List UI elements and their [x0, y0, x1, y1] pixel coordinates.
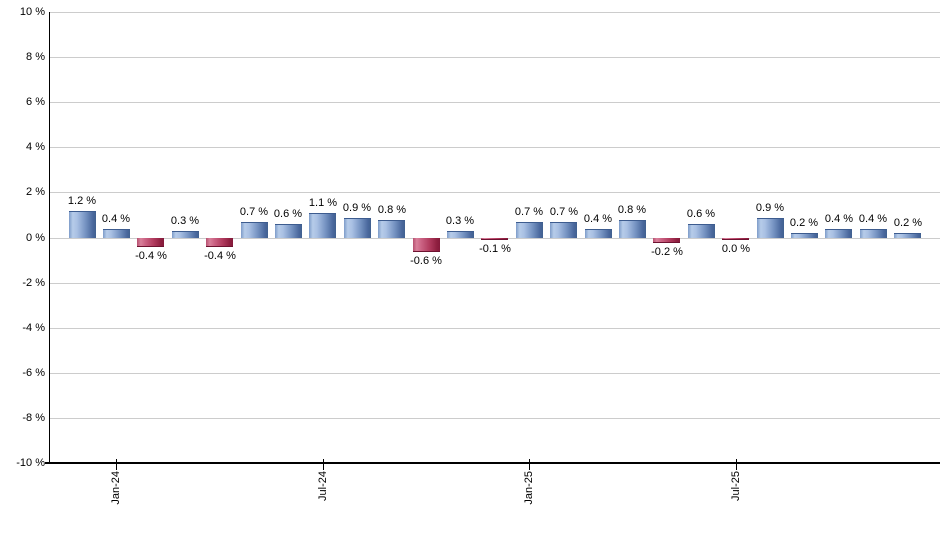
- bar: [516, 222, 543, 238]
- bar-value-label: 0.4 %: [583, 213, 613, 225]
- gridline: [50, 192, 940, 193]
- y-tick-label: -10 %: [16, 457, 45, 469]
- bar: [275, 224, 302, 238]
- bar: [860, 229, 887, 238]
- bar: [344, 218, 371, 238]
- y-tick-label: 0 %: [26, 232, 45, 244]
- bar-value-label: 0.4 %: [101, 213, 131, 225]
- gridline: [50, 373, 940, 374]
- y-tick-label: -2 %: [22, 277, 45, 289]
- bar-value-label: 0.3 %: [445, 215, 475, 227]
- bar: [172, 231, 199, 238]
- bar: [241, 222, 268, 238]
- bar-value-label: 0.4 %: [824, 213, 854, 225]
- bar: [825, 229, 852, 238]
- gridline: [50, 12, 940, 13]
- bar-value-label: 0.7 %: [239, 206, 269, 218]
- bar-value-label: -0.4 %: [135, 250, 167, 262]
- y-tick-label: 2 %: [26, 186, 45, 198]
- bar-value-label: 0.6 %: [273, 208, 303, 220]
- bar: [550, 222, 577, 238]
- bar-value-label: -0.1 %: [479, 243, 511, 255]
- y-axis-line: [49, 12, 50, 463]
- bar-value-label: 0.6 %: [686, 208, 716, 220]
- bar: [757, 218, 784, 238]
- gridline: [50, 102, 940, 103]
- gridline: [50, 147, 940, 148]
- bar: [206, 238, 233, 247]
- bar-value-label: -0.4 %: [204, 250, 236, 262]
- y-tick-label: 6 %: [26, 96, 45, 108]
- bar-value-label: 0.9 %: [755, 202, 785, 214]
- bar-value-label: 0.2 %: [893, 217, 923, 229]
- bar: [413, 238, 440, 252]
- bar: [619, 220, 646, 238]
- bar: [653, 238, 680, 243]
- bar-value-label: 0.9 %: [342, 202, 372, 214]
- x-tick-label: Jan-24: [110, 471, 122, 505]
- bar-value-label: 0.0 %: [721, 243, 751, 255]
- bar-value-label: 0.3 %: [170, 215, 200, 227]
- bar: [722, 238, 749, 240]
- bar-value-label: -0.6 %: [410, 255, 442, 267]
- y-tick-label: -4 %: [22, 322, 45, 334]
- bar: [309, 213, 336, 238]
- x-tick-label: Jul-24: [317, 471, 329, 501]
- bar: [103, 229, 130, 238]
- y-tick-label: 4 %: [26, 141, 45, 153]
- bar: [585, 229, 612, 238]
- gridline: [50, 57, 940, 58]
- bar-value-label: 0.8 %: [617, 204, 647, 216]
- x-tick-label: Jul-25: [730, 471, 742, 501]
- y-tick-label: -6 %: [22, 367, 45, 379]
- bar: [447, 231, 474, 238]
- bar: [894, 233, 921, 238]
- bar-value-label: 0.4 %: [858, 213, 888, 225]
- bar-value-label: 0.7 %: [514, 206, 544, 218]
- bar-value-label: 0.2 %: [789, 217, 819, 229]
- bar: [481, 238, 508, 240]
- bar-value-label: 0.7 %: [549, 206, 579, 218]
- x-tick-mark: [529, 459, 530, 470]
- bar: [137, 238, 164, 247]
- bar: [69, 211, 96, 238]
- bar-value-label: 1.1 %: [308, 197, 338, 209]
- y-tick-label: 10 %: [19, 6, 45, 18]
- x-tick-label: Jan-25: [523, 471, 535, 505]
- x-axis-line: [45, 462, 940, 464]
- bar: [378, 220, 405, 238]
- bar-value-label: 0.8 %: [377, 204, 407, 216]
- gridline: [50, 283, 940, 284]
- bar: [791, 233, 818, 238]
- bar: [688, 224, 715, 238]
- gridline: [50, 328, 940, 329]
- bar-value-label: 1.2 %: [67, 195, 97, 207]
- y-tick-label: 8 %: [26, 51, 45, 63]
- y-tick-label: -8 %: [22, 412, 45, 424]
- x-tick-mark: [116, 459, 117, 470]
- gridline: [50, 418, 940, 419]
- x-tick-mark: [736, 459, 737, 470]
- bar-value-label: -0.2 %: [651, 246, 683, 258]
- x-tick-mark: [323, 459, 324, 470]
